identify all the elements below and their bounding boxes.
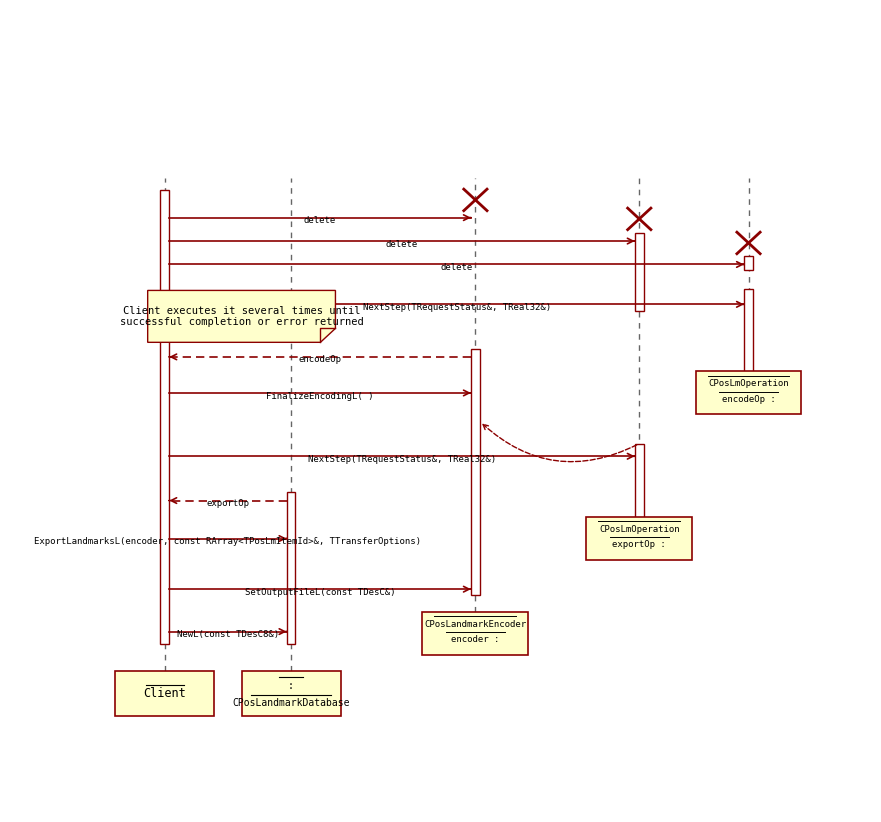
FancyBboxPatch shape — [696, 372, 802, 414]
FancyBboxPatch shape — [744, 256, 753, 270]
Text: Client: Client — [144, 687, 186, 700]
Text: NewL(const TDesC8&): NewL(const TDesC8&) — [177, 630, 279, 640]
FancyBboxPatch shape — [423, 612, 529, 655]
Text: NextStep(TRequestStatus&, TReal32&): NextStep(TRequestStatus&, TReal32&) — [308, 455, 496, 464]
FancyBboxPatch shape — [635, 444, 644, 543]
Text: delete: delete — [386, 240, 418, 248]
FancyBboxPatch shape — [471, 349, 480, 595]
FancyBboxPatch shape — [115, 672, 214, 716]
Text: exportOp :: exportOp : — [612, 541, 666, 549]
FancyBboxPatch shape — [744, 289, 753, 397]
Text: Client executes it several times until
successful completion or error returned: Client executes it several times until s… — [120, 306, 364, 327]
Text: exportOp: exportOp — [206, 499, 249, 508]
FancyBboxPatch shape — [241, 672, 341, 716]
Text: encodeOp :: encodeOp : — [722, 395, 775, 404]
Text: delete: delete — [440, 263, 473, 272]
FancyBboxPatch shape — [587, 517, 692, 560]
Text: encodeOp: encodeOp — [299, 355, 342, 364]
Text: FinalizeEncodingL( ): FinalizeEncodingL( ) — [266, 391, 374, 400]
Text: :: : — [288, 681, 294, 690]
Text: CPosLmOperation: CPosLmOperation — [599, 524, 679, 533]
Text: CPosLandmarkEncoder: CPosLandmarkEncoder — [425, 620, 527, 629]
FancyBboxPatch shape — [635, 233, 644, 311]
Text: CPosLmOperation: CPosLmOperation — [708, 379, 788, 388]
Text: NextStep(TRequestStatus&, TReal32&): NextStep(TRequestStatus&, TReal32&) — [363, 303, 551, 312]
Text: SetOutputFileL(const TDesC&): SetOutputFileL(const TDesC&) — [245, 588, 396, 597]
Text: delete: delete — [304, 216, 337, 225]
Polygon shape — [148, 290, 336, 342]
FancyBboxPatch shape — [286, 492, 295, 644]
Text: encoder :: encoder : — [451, 635, 500, 644]
Text: CPosLandmarkDatabase: CPosLandmarkDatabase — [233, 699, 350, 709]
Text: ExportLandmarksL(encoder, const RArray<TPosLmItemId>&, TTransferOptions): ExportLandmarksL(encoder, const RArray<T… — [34, 537, 421, 546]
FancyBboxPatch shape — [160, 191, 169, 644]
